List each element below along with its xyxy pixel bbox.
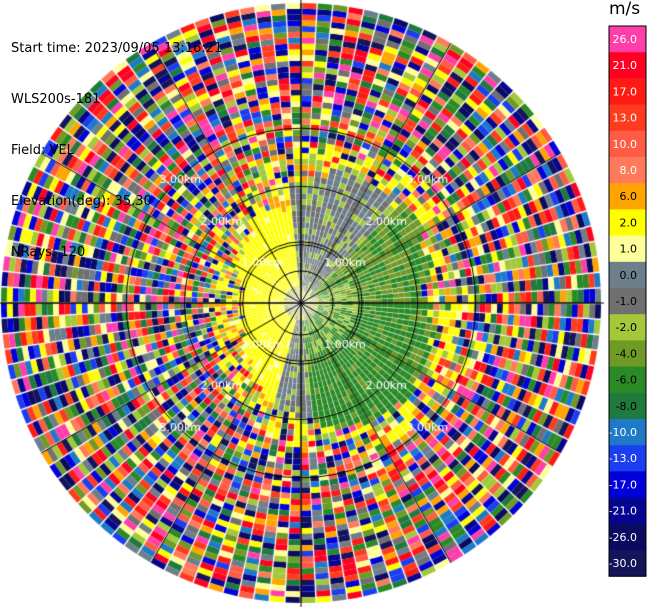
nrays-label: NRays: 120 [11,245,86,260]
colorbar-tick-label: 10.0 [613,138,638,151]
colorbar-tick-label: -21.0 [609,505,637,518]
colorbar-swatch [609,104,646,132]
colorbar-swatch [609,235,646,263]
colorbar-tick-label: -13.0 [609,452,637,465]
colorbar-tick-label: 26.0 [613,33,638,46]
colorbar-tick-label: -17.0 [609,478,637,491]
colorbar-swatch [609,288,646,315]
colorbar-swatch [609,209,646,237]
colorbar-swatch [609,157,646,184]
colorbar-tick-label: -26.0 [609,531,637,544]
colorbar-swatch [609,366,646,394]
colorbar-unit: m/s [609,0,641,19]
colorbar-tick-label: 17.0 [613,85,638,98]
plot-info: Start time: 2023/09/05 13:16:21 WLS200s-… [11,6,222,278]
colorbar-tick-label: 6.0 [620,190,638,203]
colorbar-tick-label: -10.0 [609,426,637,439]
colorbar-tick-label: -8.0 [616,400,637,413]
elevation-label: Elevation(deg): 35.30 [11,194,152,209]
colorbar-swatch [609,261,646,289]
colorbar-swatch [609,183,646,210]
colorbar-tick-label: -2.0 [616,321,637,334]
colorbar-tick-label: 13.0 [613,112,638,125]
colorbar-swatch [609,340,646,368]
colorbar-swatch [609,314,646,341]
colorbar-tick-label: -1.0 [616,295,637,308]
colorbar-tick-label: 0.0 [620,269,638,282]
start-time-label: Start time: 2023/09/05 13:16:21 [11,41,223,56]
colorbar-swatch [609,78,646,106]
colorbar-tick-label: 1.0 [620,243,638,256]
velocity-colorbar: 26.0 21.0 17.0 13.0 10.0 8.0 6.0 2.0 1.0 0.0 -1.0 -… [608,25,647,577]
colorbar-swatch [609,445,646,472]
colorbar-tick-label: -4.0 [616,347,637,360]
colorbar-swatch [609,471,646,499]
colorbar-tick-label: -30.0 [609,557,637,570]
colorbar-tick-label: 8.0 [620,164,638,177]
colorbar-swatch [609,497,646,525]
colorbar-swatch [609,419,646,446]
colorbar-swatch [609,52,646,79]
colorbar-swatch [609,26,646,53]
colorbar-swatch [609,550,646,577]
colorbar-tick-label: 21.0 [613,59,638,72]
station-label: WLS200s-181 [11,92,101,107]
colorbar-tick-label: -6.0 [616,374,637,387]
colorbar-tick-label: 2.0 [620,216,638,229]
colorbar-frame [608,25,647,577]
colorbar-swatch [609,523,646,551]
field-label: Field: VEL [11,143,74,158]
colorbar-swatch [609,392,646,420]
colorbar-swatch [609,130,646,158]
